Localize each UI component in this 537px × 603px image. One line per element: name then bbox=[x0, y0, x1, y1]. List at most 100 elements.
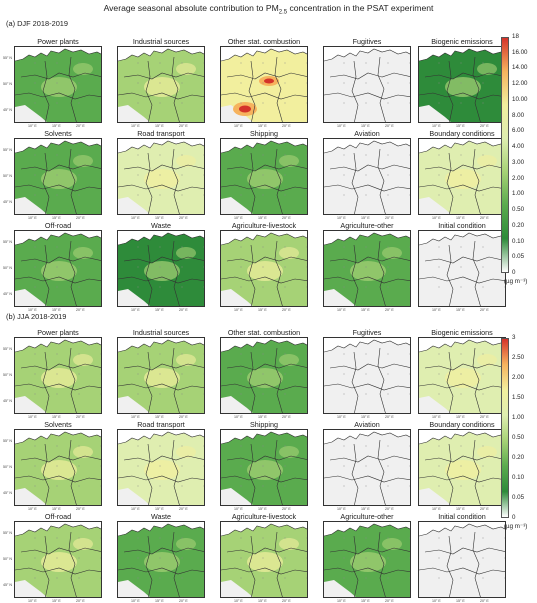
panel-title: Solvents bbox=[44, 420, 72, 429]
panel-title: Agriculture-other bbox=[340, 512, 394, 521]
lon-label: 15° E bbox=[456, 308, 465, 312]
panel-title: Industrial sources bbox=[132, 328, 190, 337]
lat-label: 50° N bbox=[3, 82, 13, 86]
panel-title: Fugitives bbox=[352, 328, 382, 337]
colorbar-tick: 0.10 bbox=[512, 474, 525, 481]
lon-label: 10° E bbox=[432, 507, 441, 511]
panel-title: Biogenic emissions bbox=[431, 328, 493, 337]
figure-title: Average seasonal absolute contribution t… bbox=[103, 3, 434, 16]
panel-title: Aviation bbox=[354, 420, 380, 429]
map-panel bbox=[220, 521, 308, 598]
lon-label: 15° E bbox=[258, 507, 267, 511]
colorbar-tick: 0.20 bbox=[512, 221, 525, 229]
lon-label: 15° E bbox=[456, 415, 465, 419]
colorbar-tick: 12.00 bbox=[512, 80, 528, 88]
map-panel bbox=[117, 521, 205, 598]
lon-label: 20° E bbox=[179, 308, 188, 312]
colorbar-tick: 0.05 bbox=[512, 253, 525, 261]
colorbar-tick: 4.00 bbox=[512, 143, 525, 151]
panel-title: Fugitives bbox=[352, 37, 382, 46]
lon-label: 10° E bbox=[234, 216, 243, 220]
lon-label: 20° E bbox=[282, 507, 291, 511]
map-panel bbox=[14, 521, 102, 598]
lon-label: 15° E bbox=[361, 507, 370, 511]
map-panel bbox=[323, 521, 411, 598]
map-panel bbox=[220, 429, 308, 506]
map-panel bbox=[220, 230, 308, 307]
section-label: (b) JJA 2018-2019 bbox=[6, 312, 67, 321]
lat-label: 45° N bbox=[3, 491, 13, 495]
lon-label: 20° E bbox=[179, 507, 188, 511]
map-panel bbox=[220, 138, 308, 215]
panel-title: Other stat. combustion bbox=[227, 328, 301, 337]
map-panel bbox=[14, 138, 102, 215]
lon-label: 10° E bbox=[131, 507, 140, 511]
panel-title: Shipping bbox=[250, 420, 278, 429]
lon-label: 10° E bbox=[28, 507, 37, 511]
map-panel bbox=[117, 138, 205, 215]
lon-label: 20° E bbox=[76, 216, 85, 220]
map-panel bbox=[418, 138, 506, 215]
lon-label: 10° E bbox=[131, 124, 140, 128]
map-panel bbox=[14, 230, 102, 307]
lat-label: 45° N bbox=[3, 108, 13, 112]
lon-label: 15° E bbox=[258, 124, 267, 128]
lon-label: 10° E bbox=[337, 415, 346, 419]
colorbar-tick: 18 bbox=[512, 33, 519, 40]
lat-label: 50° N bbox=[3, 266, 13, 270]
lon-label: 15° E bbox=[258, 415, 267, 419]
lon-label: 15° E bbox=[361, 216, 370, 220]
lon-label: 10° E bbox=[432, 415, 441, 419]
lon-label: 10° E bbox=[337, 507, 346, 511]
colorbar-tick: 16.00 bbox=[512, 48, 528, 56]
panel-title: Off-road bbox=[44, 221, 72, 230]
lon-label: 20° E bbox=[76, 308, 85, 312]
map-panel bbox=[117, 429, 205, 506]
colorbar-tick: 0.20 bbox=[512, 454, 525, 461]
colorbar bbox=[501, 37, 509, 273]
lat-label: 50° N bbox=[3, 465, 13, 469]
lon-label: 10° E bbox=[28, 415, 37, 419]
lon-label: 15° E bbox=[52, 507, 61, 511]
lon-label: 20° E bbox=[76, 507, 85, 511]
map-panel bbox=[117, 337, 205, 414]
lon-label: 10° E bbox=[234, 507, 243, 511]
colorbar-tick: 1.00 bbox=[512, 414, 525, 421]
panel-title: Agriculture-other bbox=[340, 221, 394, 230]
lat-label: 55° N bbox=[3, 240, 13, 244]
lon-label: 10° E bbox=[337, 308, 346, 312]
colorbar-tick: 0.50 bbox=[512, 434, 525, 441]
lon-label: 15° E bbox=[155, 308, 164, 312]
lon-label: 10° E bbox=[28, 124, 37, 128]
lon-label: 10° E bbox=[432, 308, 441, 312]
lon-label: 20° E bbox=[179, 124, 188, 128]
map-panel bbox=[220, 337, 308, 414]
colorbar-tick: 2.00 bbox=[512, 374, 525, 381]
map-panel bbox=[14, 429, 102, 506]
lat-label: 55° N bbox=[3, 439, 13, 443]
lon-label: 20° E bbox=[385, 507, 394, 511]
map-panel bbox=[418, 337, 506, 414]
lon-label: 20° E bbox=[480, 124, 489, 128]
panel-title: Other stat. combustion bbox=[227, 37, 301, 46]
colorbar-tick: 0.50 bbox=[512, 206, 525, 214]
lon-label: 20° E bbox=[480, 216, 489, 220]
lat-label: 55° N bbox=[3, 531, 13, 535]
lon-label: 15° E bbox=[52, 308, 61, 312]
map-panel bbox=[117, 46, 205, 123]
lon-label: 10° E bbox=[432, 124, 441, 128]
colorbar bbox=[501, 338, 509, 518]
colorbar-tick: 3.00 bbox=[512, 158, 525, 166]
lon-label: 20° E bbox=[480, 415, 489, 419]
map-panel bbox=[117, 230, 205, 307]
panel-title: Power plants bbox=[37, 328, 79, 337]
section-label: (a) DJF 2018-2019 bbox=[6, 19, 69, 28]
colorbar-tick: 14.00 bbox=[512, 64, 528, 72]
lon-label: 15° E bbox=[52, 124, 61, 128]
lat-label: 45° N bbox=[3, 292, 13, 296]
lon-label: 10° E bbox=[28, 216, 37, 220]
map-panel bbox=[418, 46, 506, 123]
colorbar-tick: 6.00 bbox=[512, 127, 525, 135]
colorbar-unit: (µg m⁻³) bbox=[504, 523, 528, 530]
lon-label: 15° E bbox=[361, 124, 370, 128]
